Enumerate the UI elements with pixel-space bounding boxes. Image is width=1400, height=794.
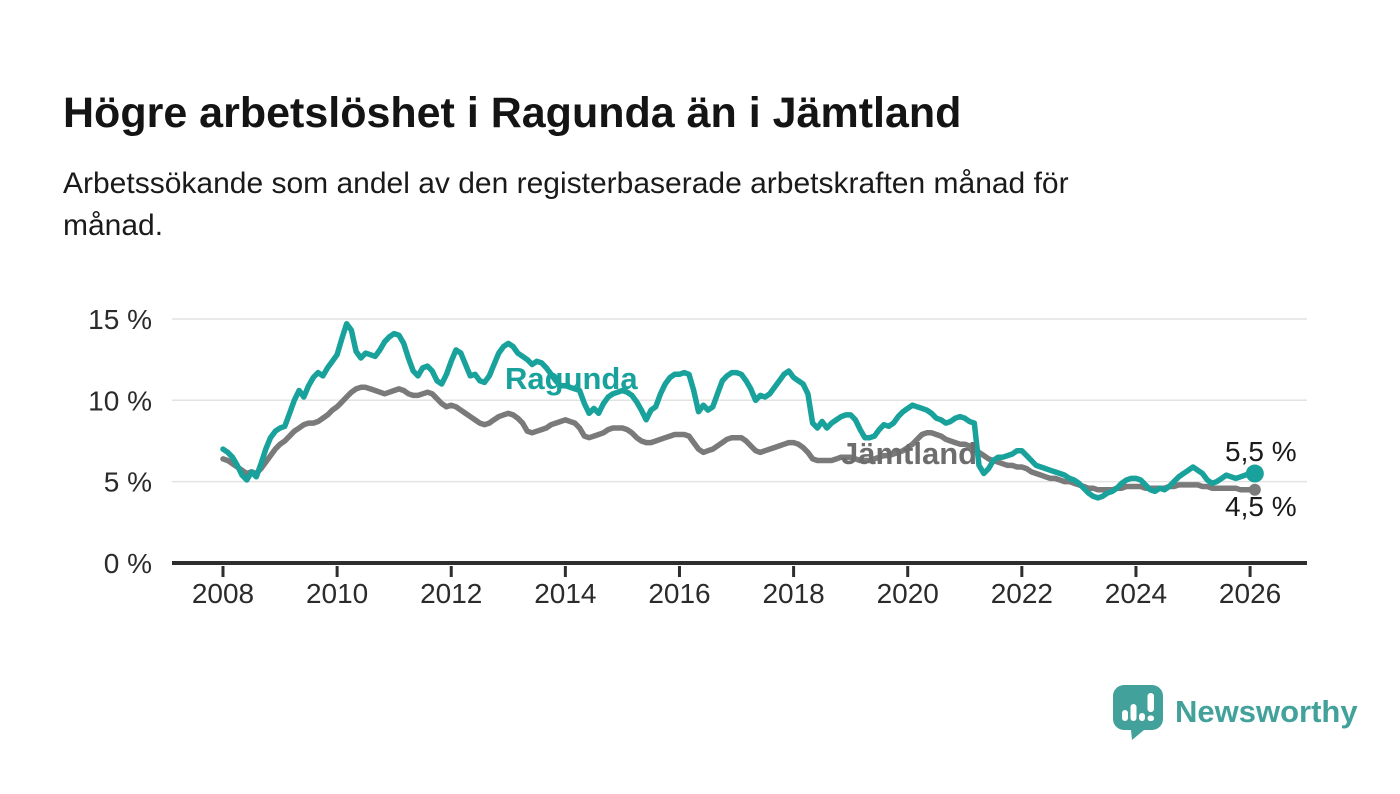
y-axis-label-5: 5 %: [104, 467, 152, 498]
chart-subtitle: Arbetssökande som andel av den registerb…: [63, 163, 1069, 247]
x-axis-label-2012: 2012: [420, 578, 482, 609]
x-axis-label-2016: 2016: [648, 578, 710, 609]
subtitle-line-2: månad.: [63, 209, 164, 242]
subtitle-line-1: Arbetssökande som andel av den registerb…: [63, 167, 1069, 200]
chart-annotation-1: Jämtland: [841, 436, 977, 471]
logo-exclamation-dot: [1147, 715, 1154, 721]
newsworthy-logo-icon: [1113, 685, 1163, 740]
series-line-jämtland: [220, 384, 1258, 493]
x-axis-label-2014: 2014: [534, 578, 596, 609]
brand-name: Newsworthy: [1175, 694, 1358, 729]
logo-exclamation-bar: [1147, 693, 1154, 712]
series-line-ragunda: [220, 321, 1258, 501]
series-end-dot-jämtland: [1248, 483, 1261, 496]
x-axis-label-2022: 2022: [991, 578, 1053, 609]
logo-bubble-shape: [1113, 685, 1163, 740]
x-axis-label-2008: 2008: [192, 578, 254, 609]
page-title: Högre arbetslöshet i Ragunda än i Jämtla…: [63, 88, 962, 137]
x-axis-label-2020: 2020: [877, 578, 939, 609]
y-axis-label-15: 15 %: [88, 304, 152, 335]
y-axis-label-10: 10 %: [88, 385, 152, 416]
x-axis-label-2024: 2024: [1105, 578, 1167, 609]
chart-annotation-2: 5,5 %: [1225, 436, 1297, 467]
series-end-dot-ragunda: [1245, 464, 1264, 483]
y-axis-label-0: 0 %: [104, 548, 152, 579]
logo-bar-2: [1130, 704, 1137, 721]
x-axis-label-2010: 2010: [306, 578, 368, 609]
x-axis-label-2018: 2018: [762, 578, 824, 609]
chart-annotation-3: 4,5 %: [1225, 491, 1297, 522]
logo-bar-3: [1139, 713, 1145, 721]
chart-annotation-0: Ragunda: [505, 361, 638, 396]
x-axis-label-2026: 2026: [1219, 578, 1281, 609]
logo-bar-1: [1122, 710, 1128, 721]
newsworthy-logo: Newsworthy: [1112, 684, 1358, 740]
